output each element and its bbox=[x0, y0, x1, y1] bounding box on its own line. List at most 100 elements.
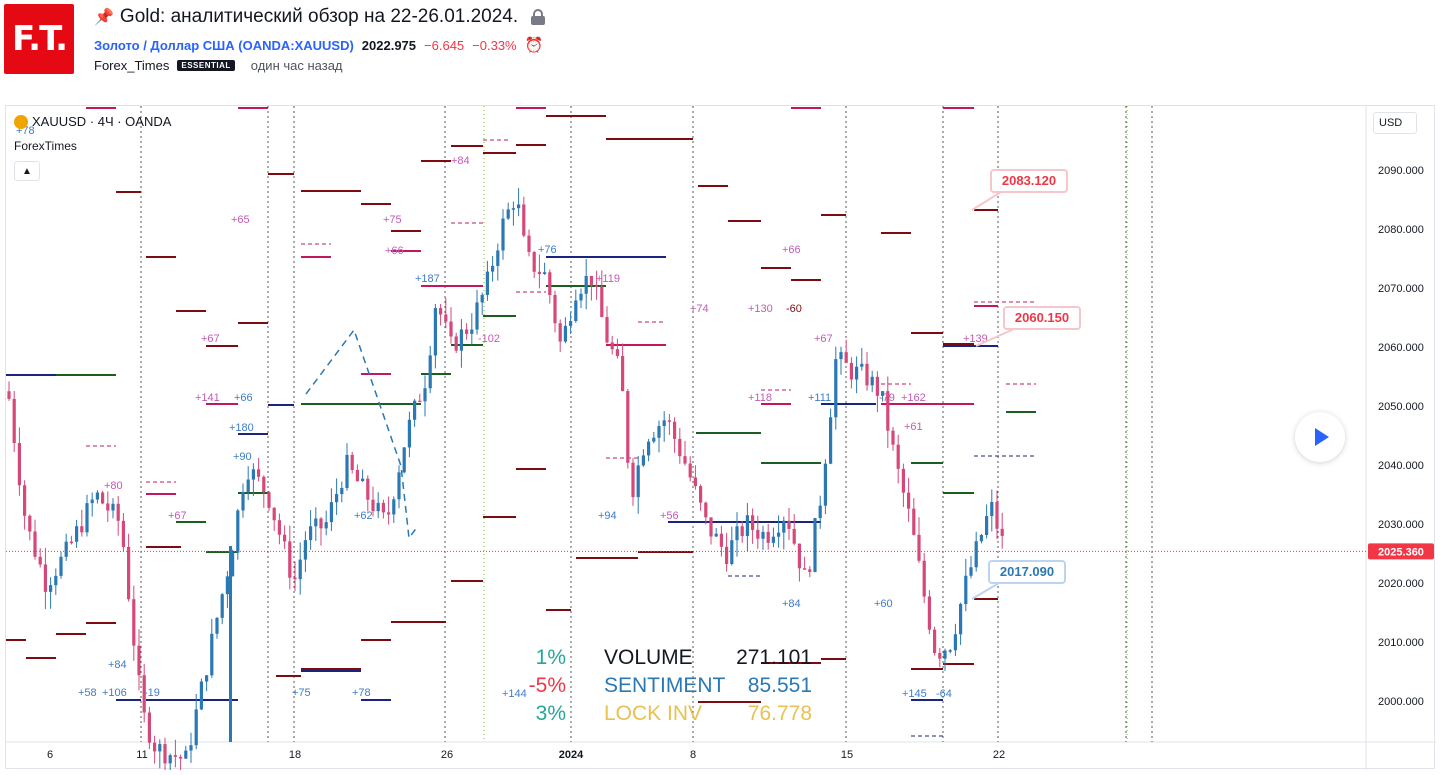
candle-body bbox=[184, 750, 188, 759]
candle-body bbox=[569, 321, 573, 326]
symbol-row: Золото / Доллар США (OANDA:XAUUSD) 2022.… bbox=[94, 36, 543, 54]
level-annotation: +61 bbox=[904, 421, 923, 433]
candle-body bbox=[376, 502, 380, 512]
candle-body bbox=[985, 516, 989, 536]
candle-body bbox=[158, 744, 162, 752]
price-callout[interactable] bbox=[1003, 306, 1081, 330]
candle-body bbox=[927, 596, 931, 630]
candle-body bbox=[808, 569, 812, 572]
candle-body bbox=[153, 742, 157, 752]
candle-body bbox=[953, 634, 957, 651]
candle-body bbox=[990, 502, 994, 517]
price-callout-label: 2017.090 bbox=[1000, 564, 1054, 579]
price-chart[interactable]: 2000.000 2010.000 2020.000 2030.000 2040.000… bbox=[6, 106, 1436, 770]
candle-body bbox=[829, 417, 833, 464]
candle-body bbox=[340, 487, 344, 495]
idea-title: Gold: аналитический обзор на 22-26.01.20… bbox=[119, 6, 519, 27]
candle-body bbox=[277, 520, 281, 535]
collapse-legend-button[interactable]: ▲ bbox=[14, 161, 40, 181]
candle-body bbox=[335, 494, 339, 503]
level-annotation: +65 bbox=[231, 214, 250, 226]
price-callout-label: 2060.150 bbox=[1015, 310, 1069, 325]
stat-percent: 1% bbox=[536, 646, 566, 669]
level-annotation: +74 bbox=[690, 303, 709, 315]
candle-body bbox=[756, 529, 760, 539]
candle-body bbox=[137, 645, 141, 676]
candle-body bbox=[558, 323, 562, 342]
candle-body bbox=[314, 518, 318, 527]
candle-body bbox=[345, 454, 349, 488]
candle-body bbox=[730, 540, 734, 565]
candle-body bbox=[168, 755, 172, 764]
candle-body bbox=[631, 462, 635, 498]
y-tick-label: 2070.000 bbox=[1378, 283, 1424, 295]
symbol-price: 2022.975 bbox=[361, 37, 417, 53]
candle-body bbox=[496, 250, 500, 266]
x-tick-label: 18 bbox=[289, 749, 301, 761]
y-tick-label: 2050.000 bbox=[1378, 401, 1424, 413]
indicator-legend[interactable]: ForexTimes bbox=[14, 139, 77, 153]
x-tick-label: 6 bbox=[47, 749, 53, 761]
candle-body bbox=[855, 366, 859, 380]
candle-body bbox=[251, 469, 255, 480]
candle-body bbox=[771, 536, 775, 543]
candle-body bbox=[90, 499, 94, 504]
level-annotation: +66 bbox=[234, 392, 253, 404]
candle-body bbox=[719, 533, 723, 547]
candle-body bbox=[844, 352, 848, 363]
candle-body bbox=[974, 541, 978, 568]
stat-label: VOLUME bbox=[604, 646, 693, 669]
price-callout[interactable] bbox=[990, 169, 1068, 193]
posted-time: один час назад bbox=[250, 58, 343, 73]
candle-body bbox=[272, 507, 276, 521]
candle-body bbox=[979, 535, 983, 542]
level-annotation: +67 bbox=[168, 510, 187, 522]
author-logo[interactable]: F.T. bbox=[4, 4, 74, 74]
level-annotation: -64 bbox=[936, 688, 952, 700]
candle-body bbox=[839, 352, 843, 360]
level-annotation: +84 bbox=[451, 155, 470, 167]
stat-value: 76.778 bbox=[748, 702, 812, 725]
candle-body bbox=[433, 308, 437, 356]
chevron-up-icon: ▲ bbox=[22, 165, 32, 177]
symbol-link[interactable]: Золото / Доллар США (OANDA:XAUUSD) bbox=[94, 37, 354, 53]
candle-body bbox=[23, 485, 27, 516]
chart-pane[interactable]: 2000.000 2010.000 2020.000 2030.000 2040.000… bbox=[5, 105, 1436, 770]
candle-body bbox=[615, 349, 619, 356]
candle-body bbox=[366, 478, 370, 500]
candle-body bbox=[298, 559, 302, 580]
level-annotation: +130 bbox=[748, 303, 773, 315]
level-annotation: +58 bbox=[78, 687, 97, 699]
stat-label: LOCK INV bbox=[604, 702, 702, 725]
chart-legend: XAUUSD · 4Ч · OANDA bbox=[14, 114, 171, 129]
price-callout[interactable] bbox=[988, 560, 1066, 584]
level-annotation: -60 bbox=[786, 303, 802, 315]
alarm-clock-icon[interactable]: ⏰ bbox=[524, 37, 544, 54]
play-button[interactable] bbox=[1295, 412, 1345, 462]
candle-body bbox=[662, 420, 666, 427]
candle-body bbox=[241, 491, 245, 511]
candle-body bbox=[704, 502, 708, 518]
author-name[interactable]: Forex_Times bbox=[94, 58, 170, 73]
candle-body bbox=[823, 463, 827, 506]
candle-body bbox=[95, 492, 99, 500]
candle-body bbox=[444, 314, 448, 322]
candle-body bbox=[199, 681, 203, 710]
candle-body bbox=[12, 398, 16, 444]
currency-selector[interactable]: USD bbox=[1373, 112, 1417, 134]
candle-body bbox=[709, 517, 713, 537]
candle-body bbox=[491, 265, 495, 272]
level-annotation: +76 bbox=[538, 244, 557, 256]
candle-body bbox=[225, 576, 229, 595]
candle-body bbox=[673, 421, 677, 439]
level-annotation: +90 bbox=[233, 451, 252, 463]
candle-body bbox=[7, 391, 11, 399]
candle-body bbox=[459, 329, 463, 351]
candle-body bbox=[683, 456, 687, 464]
candle-body bbox=[236, 510, 240, 553]
level-annotation: -79 bbox=[879, 392, 895, 404]
candle-body bbox=[563, 325, 567, 342]
level-annotation: +119 bbox=[596, 273, 620, 285]
candle-body bbox=[127, 546, 131, 600]
candle-body bbox=[465, 329, 469, 334]
